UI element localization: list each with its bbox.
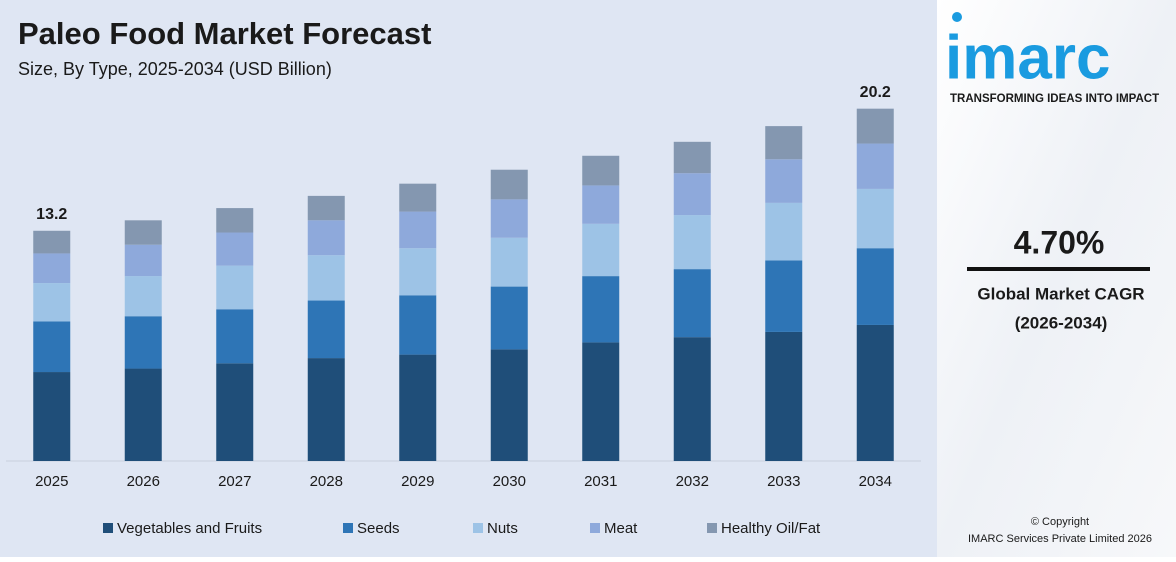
total-label: 13.2 xyxy=(36,206,67,223)
bar-segment xyxy=(216,232,254,266)
bar-segment xyxy=(490,349,528,461)
cagr-rule xyxy=(967,267,1150,271)
bar-segment xyxy=(673,215,711,270)
sidebar-background xyxy=(937,0,1176,557)
bar-segment xyxy=(33,372,71,461)
bar-segment xyxy=(307,195,345,221)
bar-segment xyxy=(216,309,254,364)
legend-label: Vegetables and Fruits xyxy=(117,520,262,537)
x-tick-label: 2032 xyxy=(676,473,709,490)
bar-segment xyxy=(582,185,620,224)
bar-segment xyxy=(582,223,620,277)
legend-swatch xyxy=(103,523,113,533)
legend-label: Meat xyxy=(604,520,638,537)
bar-segment xyxy=(765,126,803,160)
bar-segment xyxy=(124,276,162,317)
bar-segment xyxy=(399,354,437,461)
bar-segment xyxy=(856,188,894,249)
bar-segment xyxy=(33,253,71,284)
x-tick-label: 2033 xyxy=(767,473,800,490)
bar-segment xyxy=(33,321,71,373)
legend-swatch xyxy=(343,523,353,533)
x-tick-label: 2034 xyxy=(859,473,892,490)
bar-segment xyxy=(765,260,803,332)
bar-segment xyxy=(673,141,711,174)
bar-segment xyxy=(307,220,345,256)
x-tick-label: 2028 xyxy=(310,473,343,490)
bar-segment xyxy=(124,220,162,245)
bar-segment xyxy=(582,342,620,461)
x-tick-label: 2026 xyxy=(127,473,160,490)
cagr-label: Global Market CAGR xyxy=(977,284,1144,303)
bar-segment xyxy=(399,295,437,355)
total-label: 20.2 xyxy=(860,84,891,101)
bar-segment xyxy=(673,173,711,216)
x-tick-label: 2030 xyxy=(493,473,526,490)
bar-segment xyxy=(124,316,162,369)
logo-dot xyxy=(952,12,962,22)
tagline: TRANSFORMING IDEAS INTO IMPACT xyxy=(950,93,1159,105)
bar-segment xyxy=(856,248,894,325)
legend-label: Seeds xyxy=(357,520,400,537)
bar-segment xyxy=(490,286,528,350)
bar-segment xyxy=(765,159,803,203)
bar-segment xyxy=(216,208,254,233)
legend-swatch xyxy=(590,523,600,533)
legend-swatch xyxy=(473,523,483,533)
bar-segment xyxy=(307,300,345,359)
bar-segment xyxy=(673,269,711,338)
bar-segment xyxy=(33,230,71,254)
chart-title: Paleo Food Market Forecast xyxy=(18,16,431,51)
bar-segment xyxy=(124,244,162,277)
bar-segment xyxy=(399,183,437,212)
x-tick-label: 2029 xyxy=(401,473,434,490)
legend-label: Healthy Oil/Fat xyxy=(721,520,821,537)
bar-segment xyxy=(765,331,803,461)
bar-segment xyxy=(216,363,254,461)
bar-segment xyxy=(673,337,711,461)
bar-segment xyxy=(399,211,437,249)
x-tick-label: 2031 xyxy=(584,473,617,490)
cagr-value: 4.70% xyxy=(1014,224,1105,260)
company: IMARC Services Private Limited 2026 xyxy=(968,533,1152,545)
bar-segment xyxy=(490,169,528,200)
bar-segment xyxy=(765,202,803,261)
bar-segment xyxy=(399,248,437,296)
bar-segment xyxy=(856,143,894,189)
x-tick-label: 2025 xyxy=(35,473,68,490)
bar-segment xyxy=(124,368,162,461)
bar-segment xyxy=(582,276,620,343)
bar-segment xyxy=(33,283,71,322)
chart-subtitle: Size, By Type, 2025-2034 (USD Billion) xyxy=(18,59,332,79)
copyright: © Copyright xyxy=(1031,516,1089,528)
x-tick-label: 2027 xyxy=(218,473,251,490)
bar-segment xyxy=(582,155,620,186)
legend-swatch xyxy=(707,523,717,533)
bar-segment xyxy=(490,237,528,287)
bar-segment xyxy=(856,324,894,461)
legend-label: Nuts xyxy=(487,520,518,537)
logo: imarc xyxy=(945,23,1110,92)
bar-segment xyxy=(490,199,528,238)
bar-segment xyxy=(307,358,345,461)
cagr-period: (2026-2034) xyxy=(1015,313,1108,332)
bar-segment xyxy=(307,255,345,301)
bar-segment xyxy=(216,265,254,310)
bar-segment xyxy=(856,108,894,144)
